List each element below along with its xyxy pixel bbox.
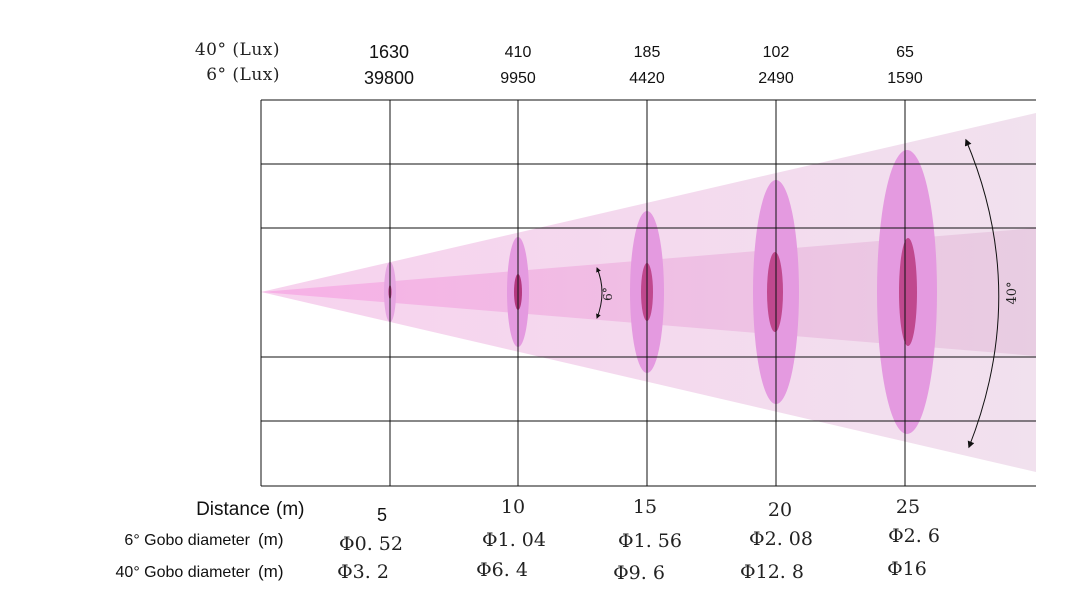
gobo6-diameter: Φ1. 04: [482, 529, 546, 551]
gobo40-label: 40° Gobo diameter: [116, 564, 251, 581]
lux-6-value: 9950: [500, 70, 536, 87]
lux-6-row-label: 6° (Lux): [206, 65, 280, 85]
narrow-angle-label: 6°: [601, 287, 615, 301]
gobo6-unit: (m): [258, 530, 283, 549]
narrow-spot-25m: [899, 238, 917, 346]
distance-value: 20: [768, 499, 792, 521]
lux-40-value: 102: [763, 44, 790, 61]
lux-6-value: 1590: [887, 70, 923, 87]
gobo6-diameter: Φ2. 08: [749, 528, 813, 550]
lux-40-value: 65: [896, 44, 914, 61]
distance-value: 5: [377, 505, 387, 525]
gobo40-unit: (m): [258, 562, 283, 581]
wide-angle-label: 40°: [1005, 281, 1020, 304]
distance-value: 15: [633, 496, 657, 518]
lux-40-row-label: 40° (Lux): [195, 40, 280, 60]
gobo40-diameter: Φ16: [887, 558, 927, 580]
beam-area: [261, 113, 1036, 472]
gobo40-diameter: Φ6. 4: [476, 559, 528, 581]
gobo40-diameter: Φ12. 8: [740, 561, 804, 583]
grid: [260, 99, 1036, 487]
distance-value: 25: [896, 496, 920, 518]
distance-label: Distance: [196, 499, 270, 520]
lux-6-value: 4420: [629, 70, 665, 87]
gobo6-diameter: Φ2. 6: [888, 525, 940, 547]
lux-6-value: 39800: [364, 68, 414, 88]
gobo6-label: 6° Gobo diameter: [124, 532, 250, 549]
wide-angle-arc: [964, 138, 1000, 449]
narrow-spot-20m: [767, 252, 783, 332]
footer-rows: Distance (m) 6° Gobo diameter (m) 40° Go…: [116, 496, 940, 584]
angle-indicators: 6° 40°: [596, 138, 1020, 449]
gobo40-diameter: Φ3. 2: [337, 561, 389, 583]
gobo6-diameter: Φ1. 56: [618, 530, 682, 552]
gobo40-diameter: Φ9. 6: [613, 562, 665, 584]
narrow-angle-arc: [596, 267, 603, 319]
lux-6-value: 2490: [758, 70, 794, 87]
lux-40-value: 410: [505, 44, 532, 61]
lux-40-value: 1630: [369, 42, 409, 62]
distance-value: 10: [501, 496, 525, 518]
lux-header: 40° (Lux) 6° (Lux) 1630 410 185 102 65 3…: [195, 40, 923, 88]
lux-40-value: 185: [634, 44, 661, 61]
distance-unit: (m): [276, 499, 304, 520]
gobo6-diameter: Φ0. 52: [339, 533, 403, 555]
